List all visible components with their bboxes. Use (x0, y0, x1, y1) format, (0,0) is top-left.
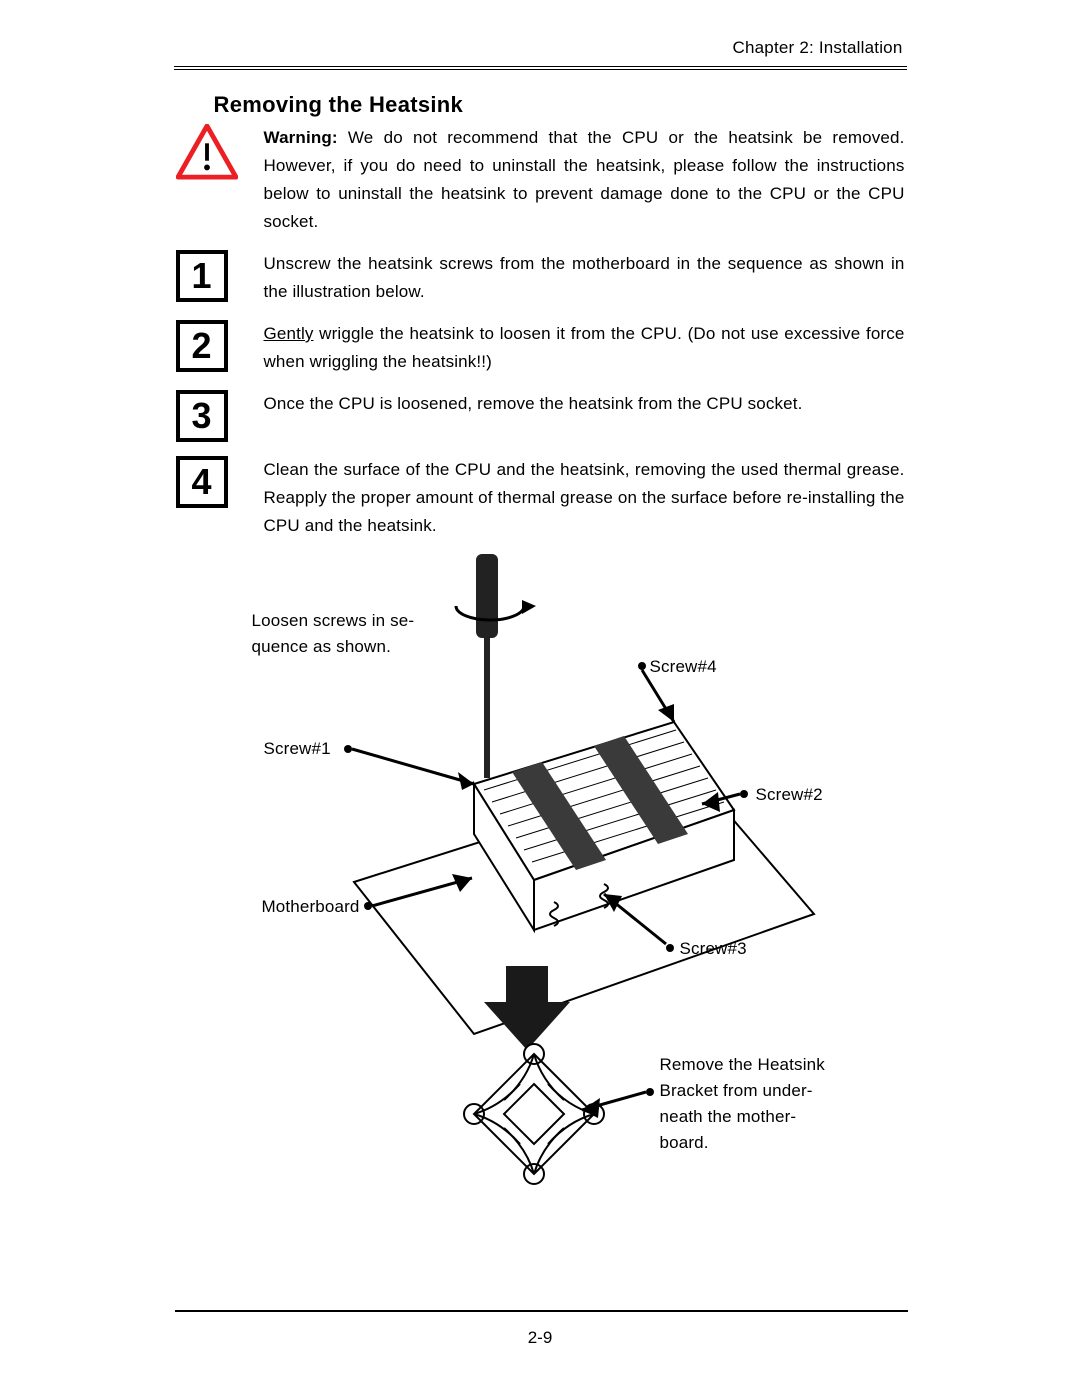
label-remove-bracket: Remove the Heatsink Bracket from under-n… (660, 1052, 860, 1156)
bottom-rule (175, 1310, 908, 1312)
warning-icon (176, 124, 238, 180)
step-4-text: Clean the surface of the CPU and the hea… (264, 456, 907, 540)
page-number: 2-9 (0, 1328, 1080, 1348)
label-motherboard: Motherboard (262, 894, 360, 920)
step-1-row: 1 Unscrew the heatsink screws from the m… (174, 250, 907, 306)
step-2-text: Gently wriggle the heatsink to loosen it… (264, 320, 907, 376)
step-2-row: 2 Gently wriggle the heatsink to loosen … (174, 320, 907, 376)
warning-text: Warning: We do not recommend that the CP… (264, 124, 907, 236)
label-screw3: Screw#3 (680, 936, 747, 962)
step-2-gently: Gently (264, 324, 314, 343)
label-screw1: Screw#1 (264, 736, 331, 762)
illustration: Loosen screws in se-quence as shown. Scr… (174, 554, 907, 1214)
step-3-box: 3 (176, 390, 228, 442)
step-3-text: Once the CPU is loosened, remove the hea… (264, 390, 907, 418)
step-2-rest: wriggle the heatsink to loosen it from t… (264, 324, 905, 371)
warning-body: We do not recommend that the CPU or the … (264, 128, 905, 231)
warning-label: Warning: (264, 128, 338, 147)
chapter-header: Chapter 2: Installation (174, 38, 907, 66)
step-4-row: 4 Clean the surface of the CPU and the h… (174, 456, 907, 540)
label-loosen: Loosen screws in se-quence as shown. (252, 608, 432, 660)
warning-row: Warning: We do not recommend that the CP… (174, 124, 907, 236)
top-rule (174, 66, 907, 70)
step-4-box: 4 (176, 456, 228, 508)
step-1-box: 1 (176, 250, 228, 302)
step-2-box: 2 (176, 320, 228, 372)
label-screw4: Screw#4 (650, 654, 717, 680)
section-heading: Removing the Heatsink (214, 92, 907, 118)
step-3-row: 3 Once the CPU is loosened, remove the h… (174, 390, 907, 442)
step-1-text: Unscrew the heatsink screws from the mot… (264, 250, 907, 306)
label-screw2: Screw#2 (756, 782, 823, 808)
